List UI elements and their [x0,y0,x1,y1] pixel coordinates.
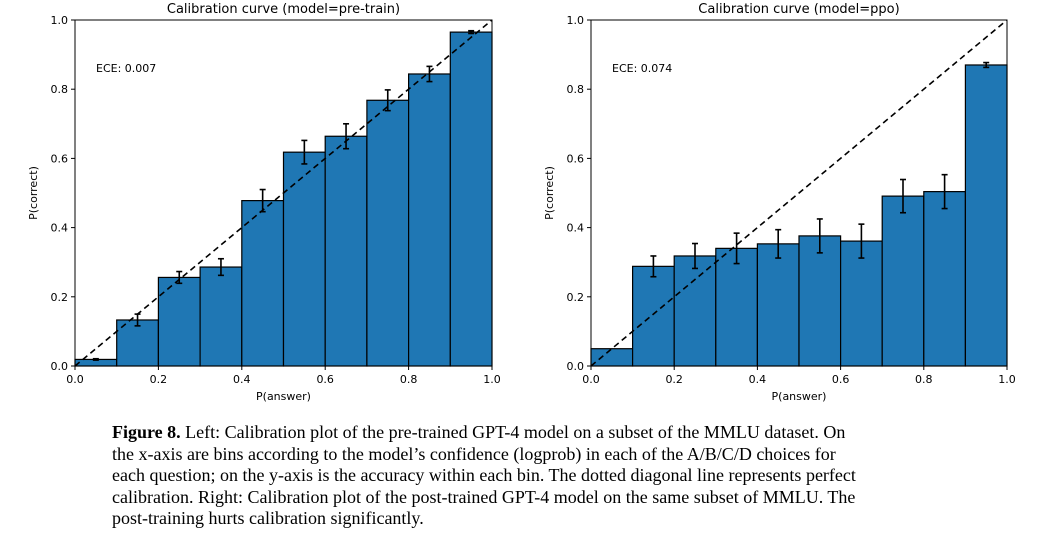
y-tick-label: 0.2 [567,291,585,304]
figure-caption: Figure 8. Left: Calibration plot of the … [112,422,1012,530]
x-axis-label: P(answer) [256,390,311,403]
perfect-calibration-line [74,19,493,367]
y-tick-label: 1.0 [567,14,585,27]
chart-title: Calibration curve (model=ppo) [698,2,899,17]
error-bar [176,270,183,285]
x-axis-label: P(answer) [772,390,827,403]
bar [408,73,451,367]
error-bar [343,123,350,150]
error-bar [426,65,433,83]
error-bar [858,223,865,259]
bar [324,135,368,367]
bar [631,265,675,367]
chart-title: Calibration curve (model=pre-train) [167,2,400,17]
x-tick-label: 0.6 [316,373,334,386]
chart-ppo: 0.0 0.2 0.4 0.6 0.8 1.0 0.0 0.2 0.4 0.6 0.8 1.0 Cali… [543,2,1016,403]
y-tick-label: 0.0 [567,360,585,373]
error-bar [301,139,308,165]
error-bar [775,228,782,259]
error-bar [983,61,990,69]
x-tick-label: 1.0 [998,373,1016,386]
bar [881,195,925,367]
y-tick-label: 0.2 [51,291,69,304]
x-tick-label: 0.6 [832,373,850,386]
x-tick-label: 0.4 [749,373,767,386]
x-tick-label: 0.8 [915,373,933,386]
x-tick-label: 0.8 [400,373,418,386]
bar [199,266,243,367]
axes-frame [590,19,1008,367]
error-bar [217,257,224,277]
bar [715,247,758,367]
caption-line-1: Figure 8. Left: Calibration plot of the … [112,422,1012,444]
error-bar [900,178,906,214]
bar [923,191,966,367]
y-tick-label: 0.6 [567,152,585,165]
bar [366,99,410,367]
error-bar [733,232,740,265]
x-tick-label: 0.2 [150,373,168,386]
y-tick-label: 0.0 [51,360,69,373]
error-bar [941,173,948,210]
y-tick-label: 0.4 [567,222,585,235]
caption-text: Left: Calibration plot of the pre-traine… [180,422,846,442]
caption-line-3: each question; on the y-axis is the accu… [112,465,856,485]
calibration-charts: 0.0 0.2 0.4 0.6 0.8 1.0 0.0 0.2 0.4 0.6 0.8 1.0 Cali… [27,2,1016,403]
axes-frame [74,19,493,367]
bar [964,64,1008,367]
x-tick-label: 0.0 [66,373,84,386]
caption-line-2: the x-axis are bins according to the mod… [112,443,836,464]
error-bar [468,29,475,35]
x-tick-label: 0.2 [665,373,683,386]
bar [282,151,326,367]
perfect-calibration-line [590,19,1008,367]
x-tick-label: 1.0 [483,373,501,386]
bar [673,255,717,367]
bar [449,31,493,367]
bar [590,348,634,367]
caption-line-5: post-training hurts calibration signific… [112,508,424,528]
bar [839,240,883,367]
y-tick-label: 0.4 [51,222,69,235]
y-axis-label: P(correct) [543,166,556,220]
chart-pre-train: 0.0 0.2 0.4 0.6 0.8 1.0 0.0 0.2 0.4 0.6 0.8 1.0 Cali… [27,2,501,403]
error-bar [692,242,698,270]
error-bar [650,255,657,278]
y-tick-label: 0.6 [51,152,69,165]
y-tick-label: 0.8 [51,83,69,96]
y-axis-label: P(correct) [27,166,40,220]
bar [157,276,201,367]
error-bar [92,357,99,361]
x-tick-label: 0.4 [233,373,251,386]
y-tick-label: 0.8 [567,83,585,96]
ece-annotation: ECE: 0.007 [96,62,156,75]
x-tick-label: 0.0 [582,373,600,386]
error-bar [816,218,823,254]
bar [798,235,842,367]
ece-annotation: ECE: 0.074 [612,62,672,75]
caption-line-4: calibration. Right: Calibration plot of … [112,486,856,507]
bar [241,200,285,367]
caption-label: Figure 8. [112,422,181,442]
y-tick-label: 1.0 [51,14,69,27]
bar [756,243,800,367]
